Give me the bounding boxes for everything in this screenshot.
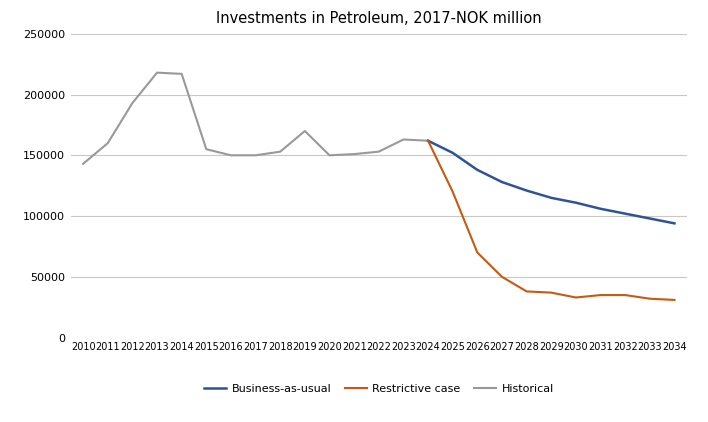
Historical: [251, 153, 260, 158]
Restrictive case: [547, 290, 556, 295]
Line: Historical: Historical: [83, 73, 428, 164]
Business-as-usual: [670, 221, 679, 226]
Historical: [276, 149, 285, 154]
Restrictive case: [473, 250, 481, 255]
Historical: [227, 153, 235, 158]
Restrictive case: [424, 138, 433, 143]
Restrictive case: [523, 289, 531, 294]
Business-as-usual: [473, 168, 481, 173]
Title: Investments in Petroleum, 2017-NOK million: Investments in Petroleum, 2017-NOK milli…: [216, 11, 542, 26]
Historical: [399, 137, 408, 142]
Restrictive case: [621, 292, 629, 298]
Business-as-usual: [621, 211, 629, 216]
Restrictive case: [670, 298, 679, 303]
Business-as-usual: [523, 188, 531, 193]
Business-as-usual: [498, 179, 506, 184]
Historical: [153, 70, 161, 75]
Restrictive case: [571, 295, 580, 300]
Historical: [350, 151, 358, 157]
Restrictive case: [448, 189, 457, 194]
Restrictive case: [498, 274, 506, 279]
Historical: [325, 153, 333, 158]
Business-as-usual: [646, 216, 654, 221]
Historical: [202, 147, 210, 152]
Restrictive case: [596, 292, 605, 298]
Historical: [424, 138, 433, 143]
Business-as-usual: [596, 206, 605, 211]
Line: Restrictive case: Restrictive case: [428, 141, 675, 300]
Legend: Business-as-usual, Restrictive case, Historical: Business-as-usual, Restrictive case, His…: [199, 380, 559, 398]
Historical: [178, 71, 186, 76]
Business-as-usual: [448, 150, 457, 155]
Historical: [103, 141, 112, 146]
Business-as-usual: [547, 195, 556, 200]
Business-as-usual: [424, 138, 433, 143]
Historical: [79, 161, 87, 166]
Historical: [375, 149, 383, 154]
Line: Business-as-usual: Business-as-usual: [428, 141, 675, 223]
Business-as-usual: [571, 200, 580, 205]
Historical: [128, 100, 137, 106]
Restrictive case: [646, 296, 654, 301]
Historical: [301, 128, 309, 133]
